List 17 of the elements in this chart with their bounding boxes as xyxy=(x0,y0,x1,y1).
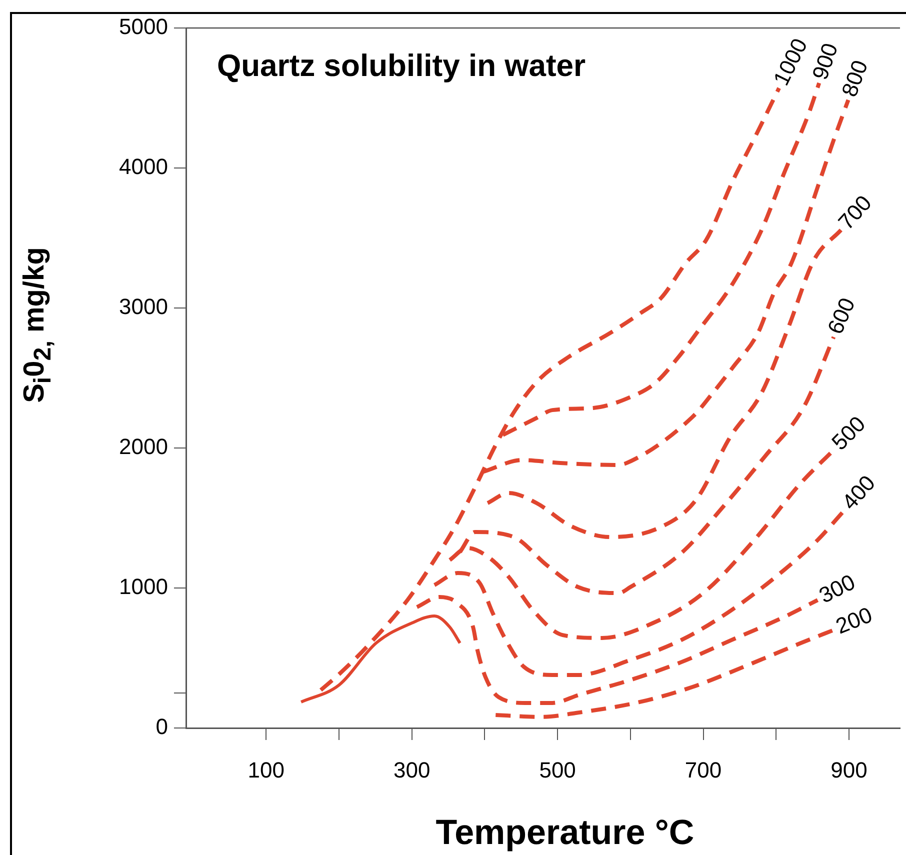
text: Quartz solubility in water xyxy=(217,48,586,84)
text: 500 xyxy=(826,411,870,455)
y-tick-label: 3000 xyxy=(119,294,168,320)
y-tick-label: 0 xyxy=(156,714,168,740)
x-tick-label: 500 xyxy=(539,757,576,782)
x-tick-label: 900 xyxy=(830,757,868,782)
y-tick-label: 5000 xyxy=(119,14,168,40)
x-tick-label: 700 xyxy=(684,757,722,782)
y-tick-label: 1000 xyxy=(119,574,168,600)
y-tick-label: 2000 xyxy=(119,434,168,460)
y-tick-label: 4000 xyxy=(119,154,168,180)
text: 400 xyxy=(836,470,880,514)
x-tick-label: 300 xyxy=(394,757,430,782)
text: 700 xyxy=(833,190,876,234)
x-axis-title: Temperature °C xyxy=(436,813,694,853)
x-tick-label: 100 xyxy=(248,757,284,782)
text: 600 xyxy=(822,294,860,338)
